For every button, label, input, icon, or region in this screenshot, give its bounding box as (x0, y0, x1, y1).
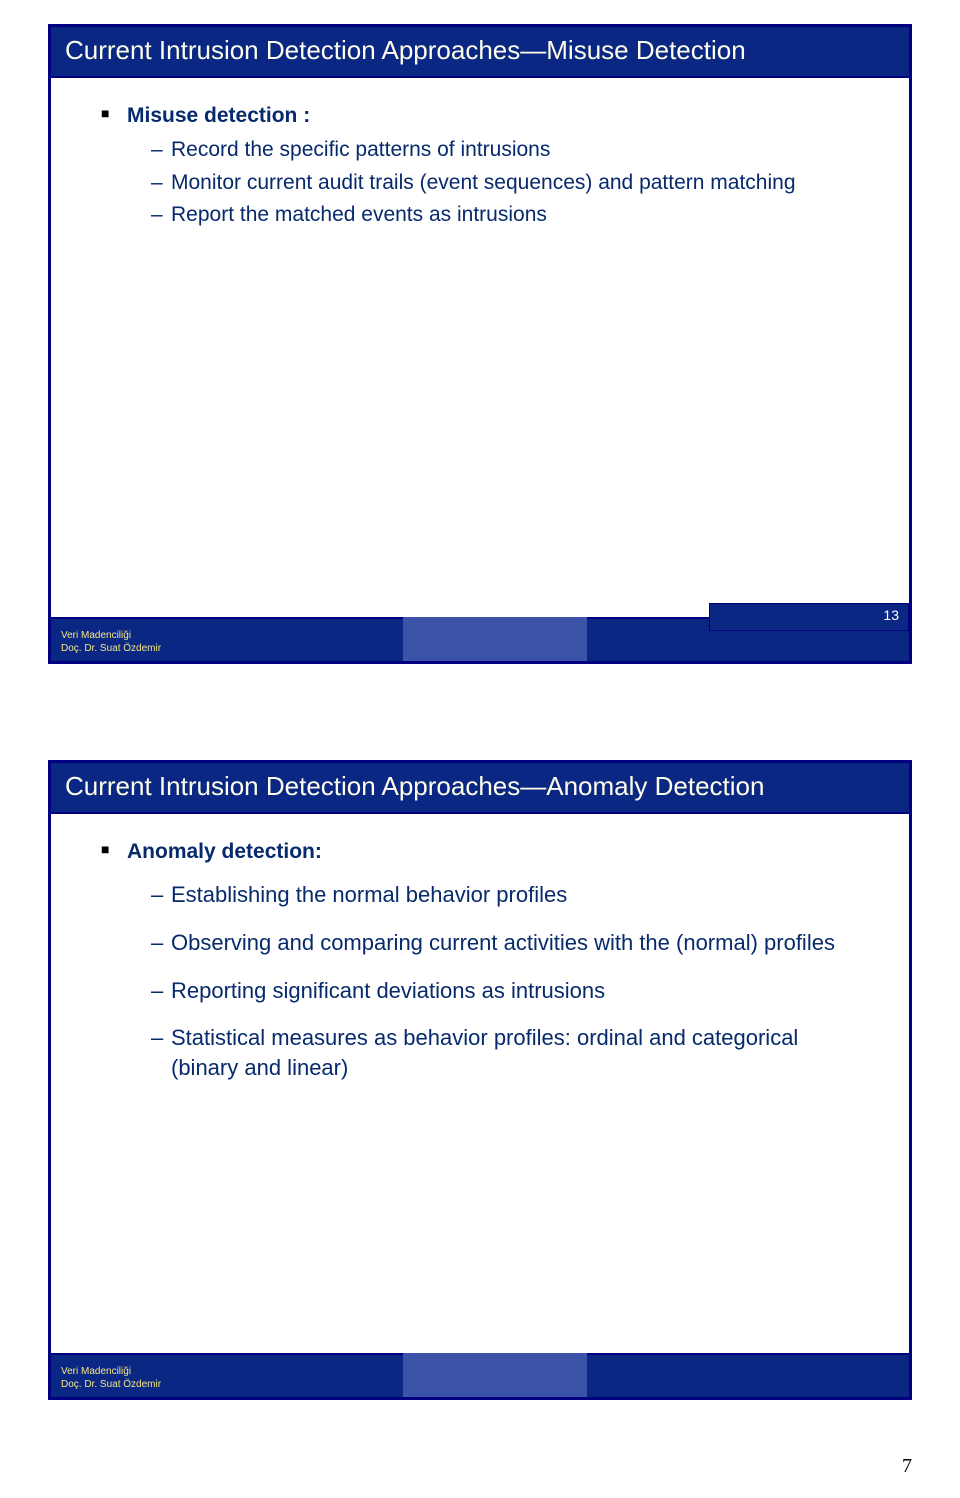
footer-line-1: Veri Madenciliği (61, 629, 161, 642)
slide-content: Misuse detection : Record the specific p… (51, 78, 909, 229)
footer-line-1: Veri Madenciliği (61, 1365, 161, 1378)
bullet-item: Statistical measures as behavior profile… (101, 1023, 869, 1082)
document-page-number: 7 (902, 1455, 912, 1478)
bullet-item: Monitor current audit trails (event sequ… (101, 169, 869, 197)
footer-mid-accent (403, 1353, 587, 1397)
bullet-heading: Misuse detection : (101, 102, 869, 130)
slide-footer: Veri Madenciliği Doç. Dr. Suat Özdemir (51, 1353, 909, 1397)
slide-page-number: 13 (883, 607, 899, 623)
bullet-item: Report the matched events as intrusions (101, 201, 869, 229)
footer-credits: Veri Madenciliği Doç. Dr. Suat Özdemir (61, 1365, 161, 1391)
slide-title-bar: Current Intrusion Detection Approaches—M… (51, 27, 909, 78)
slide-title: Current Intrusion Detection Approaches—M… (65, 35, 895, 66)
slide-footer: 13 Veri Madenciliği Doç. Dr. Suat Özdemi… (51, 617, 909, 661)
footer-mid-accent (403, 617, 587, 661)
footer-line-2: Doç. Dr. Suat Özdemir (61, 642, 161, 655)
bullet-item: Reporting significant deviations as intr… (101, 976, 869, 1006)
slide-title: Current Intrusion Detection Approaches—A… (65, 771, 895, 802)
bullet-item: Observing and comparing current activiti… (101, 928, 869, 958)
footer-credits: Veri Madenciliği Doç. Dr. Suat Özdemir (61, 629, 161, 655)
bullet-heading: Anomaly detection: (101, 838, 869, 866)
bullet-item: Record the specific patterns of intrusio… (101, 136, 869, 164)
footer-right-accent (709, 603, 909, 631)
slide-content: Anomaly detection: Establishing the norm… (51, 814, 909, 1083)
document-page: Current Intrusion Detection Approaches—M… (0, 0, 960, 1498)
slide-2: Current Intrusion Detection Approaches—A… (48, 760, 912, 1400)
bullet-item: Establishing the normal behavior profile… (101, 880, 869, 910)
footer-line-2: Doç. Dr. Suat Özdemir (61, 1378, 161, 1391)
slide-title-bar: Current Intrusion Detection Approaches—A… (51, 763, 909, 814)
slide-1: Current Intrusion Detection Approaches—M… (48, 24, 912, 664)
